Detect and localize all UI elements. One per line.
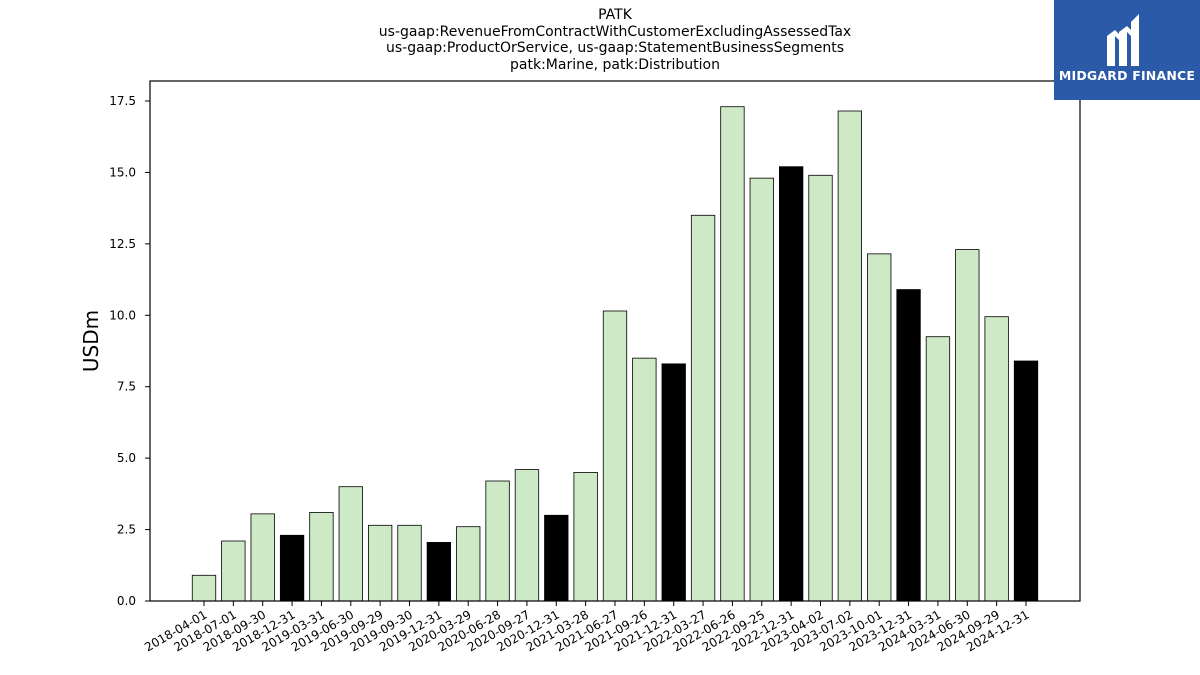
chart-title-line-3: us-gaap:ProductOrService, us-gaap:Statem… xyxy=(385,40,844,56)
bar-2019-12-31 xyxy=(426,542,451,602)
y-tick-label: 5.0 xyxy=(117,451,136,465)
bars-layer xyxy=(191,106,1039,602)
bar-2022-03-27 xyxy=(690,214,716,602)
y-tick-label: 10.0 xyxy=(109,308,136,322)
bar-2024-03-31 xyxy=(925,336,951,602)
y-tick-label: 7.5 xyxy=(117,380,136,394)
y-tick-label: 17.5 xyxy=(109,94,136,108)
bar-2022-12-31 xyxy=(779,166,804,602)
bar-2020-03-29 xyxy=(456,526,481,602)
bar-2021-03-28 xyxy=(573,472,598,602)
bar-2023-04-02 xyxy=(808,174,833,602)
bar-2023-12-31 xyxy=(896,289,921,602)
y-axis-label: USDm xyxy=(79,310,103,372)
y-tick-label: 2.5 xyxy=(117,523,136,537)
bar-2019-09-30 xyxy=(397,524,422,602)
x-axis: 2018-04-012018-07-012018-09-302018-12-31… xyxy=(142,601,1032,654)
bar-2021-09-26 xyxy=(632,357,657,602)
bar-2018-04-01 xyxy=(191,574,217,602)
bar-2019-03-31 xyxy=(309,512,334,602)
bar-2021-06-27 xyxy=(602,310,628,602)
bar-2020-09-27 xyxy=(514,469,540,602)
bar-2024-12-31 xyxy=(1013,360,1039,602)
midgard-logo-icon xyxy=(1107,14,1139,66)
logo-text: MIDGARD FINANCE xyxy=(1058,68,1196,83)
bar-2018-12-31 xyxy=(279,534,305,602)
bar-2020-12-31 xyxy=(544,514,569,602)
y-tick-label: 15.0 xyxy=(109,165,136,179)
chart-title-line-1: PATK xyxy=(598,7,632,23)
plot-frame xyxy=(149,80,1081,602)
bar-2019-06-30 xyxy=(338,486,363,602)
bar-2024-09-29 xyxy=(984,316,1009,602)
y-tick-label: 0.0 xyxy=(117,594,136,608)
bar-2020-06-28 xyxy=(485,480,510,602)
chart-title-line-4: patk:Marine, patk:Distribution xyxy=(510,57,720,73)
bar-2021-12-31 xyxy=(661,363,686,602)
bar-2018-09-30 xyxy=(250,513,275,602)
bar-2023-07-02 xyxy=(837,110,862,602)
y-axis: 0.0 2.5 5.0 7.5 10.0 12.5 15.0 17.5 xyxy=(109,94,150,608)
bar-2018-07-01 xyxy=(221,540,246,602)
bar-2023-10-01 xyxy=(867,253,892,602)
bar-2022-09-25 xyxy=(749,177,774,602)
chart-title-line-2: us-gaap:RevenueFromContractWithCustomerE… xyxy=(378,24,852,40)
midgard-finance-logo: MIDGARD FINANCE xyxy=(1054,0,1200,100)
bar-2022-06-26 xyxy=(720,106,745,602)
y-tick-label: 12.5 xyxy=(109,237,136,251)
bar-2019-09-29 xyxy=(367,524,393,602)
bar-2024-06-30 xyxy=(955,249,980,602)
